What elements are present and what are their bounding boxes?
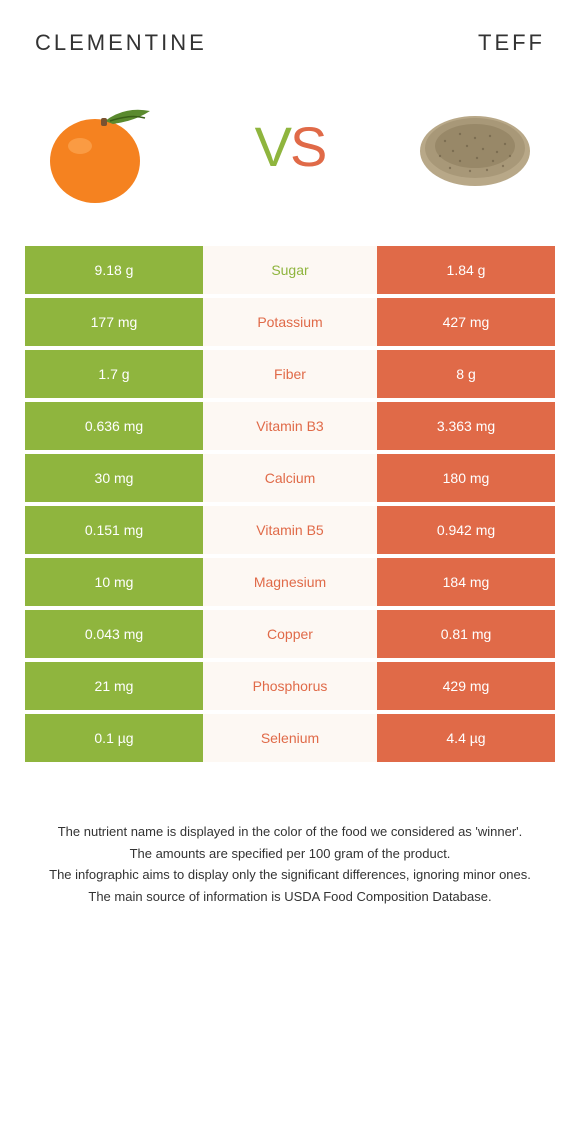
teff-image bbox=[405, 86, 545, 206]
left-value: 0.1 µg bbox=[25, 714, 203, 762]
left-value: 0.043 mg bbox=[25, 610, 203, 658]
right-value: 427 mg bbox=[377, 298, 555, 346]
table-row: 0.151 mgVitamin B50.942 mg bbox=[25, 506, 555, 554]
header-row: Clementine Teff bbox=[25, 30, 555, 56]
right-value: 429 mg bbox=[377, 662, 555, 710]
title-left: Clementine bbox=[35, 30, 207, 56]
right-value: 1.84 g bbox=[377, 246, 555, 294]
right-value: 8 g bbox=[377, 350, 555, 398]
table-row: 0.1 µgSelenium4.4 µg bbox=[25, 714, 555, 762]
left-value: 10 mg bbox=[25, 558, 203, 606]
vs-label: VS bbox=[255, 114, 326, 179]
table-row: 9.18 gSugar1.84 g bbox=[25, 246, 555, 294]
nutrient-name: Copper bbox=[203, 610, 377, 658]
table-row: 177 mgPotassium427 mg bbox=[25, 298, 555, 346]
left-value: 1.7 g bbox=[25, 350, 203, 398]
nutrient-name: Vitamin B3 bbox=[203, 402, 377, 450]
left-value: 177 mg bbox=[25, 298, 203, 346]
right-value: 180 mg bbox=[377, 454, 555, 502]
footer-line-1: The nutrient name is displayed in the co… bbox=[35, 822, 545, 842]
footer-line-2: The amounts are specified per 100 gram o… bbox=[35, 844, 545, 864]
left-value: 21 mg bbox=[25, 662, 203, 710]
vs-s: S bbox=[290, 115, 325, 178]
nutrient-name: Sugar bbox=[203, 246, 377, 294]
title-right: Teff bbox=[478, 30, 545, 56]
nutrient-name: Phosphorus bbox=[203, 662, 377, 710]
table-row: 1.7 gFiber8 g bbox=[25, 350, 555, 398]
left-value: 0.636 mg bbox=[25, 402, 203, 450]
right-value: 0.942 mg bbox=[377, 506, 555, 554]
table-row: 21 mgPhosphorus429 mg bbox=[25, 662, 555, 710]
table-row: 10 mgMagnesium184 mg bbox=[25, 558, 555, 606]
left-value: 0.151 mg bbox=[25, 506, 203, 554]
clementine-image bbox=[35, 86, 175, 206]
nutrient-name: Selenium bbox=[203, 714, 377, 762]
nutrient-name: Fiber bbox=[203, 350, 377, 398]
right-value: 184 mg bbox=[377, 558, 555, 606]
right-value: 4.4 µg bbox=[377, 714, 555, 762]
table-row: 0.636 mgVitamin B33.363 mg bbox=[25, 402, 555, 450]
images-row: VS bbox=[25, 86, 555, 206]
nutrient-name: Potassium bbox=[203, 298, 377, 346]
footer-notes: The nutrient name is displayed in the co… bbox=[25, 822, 555, 906]
left-value: 30 mg bbox=[25, 454, 203, 502]
footer-line-3: The infographic aims to display only the… bbox=[35, 865, 545, 885]
vs-v: V bbox=[255, 115, 290, 178]
right-value: 0.81 mg bbox=[377, 610, 555, 658]
table-row: 0.043 mgCopper0.81 mg bbox=[25, 610, 555, 658]
nutrient-name: Calcium bbox=[203, 454, 377, 502]
nutrient-name: Vitamin B5 bbox=[203, 506, 377, 554]
nutrient-table: 9.18 gSugar1.84 g177 mgPotassium427 mg1.… bbox=[25, 246, 555, 762]
right-value: 3.363 mg bbox=[377, 402, 555, 450]
footer-line-4: The main source of information is USDA F… bbox=[35, 887, 545, 907]
table-row: 30 mgCalcium180 mg bbox=[25, 454, 555, 502]
nutrient-name: Magnesium bbox=[203, 558, 377, 606]
left-value: 9.18 g bbox=[25, 246, 203, 294]
